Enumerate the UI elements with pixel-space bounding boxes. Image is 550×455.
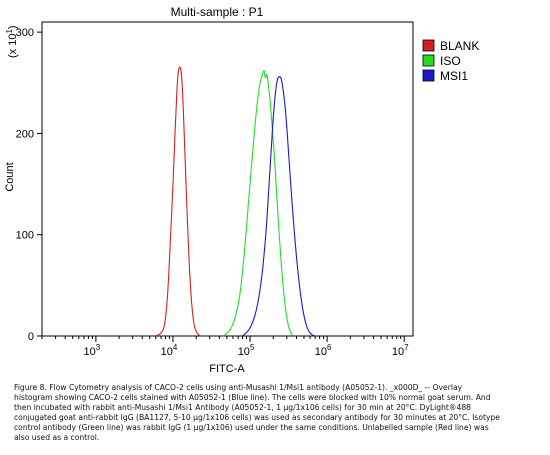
chart-title: Multi-sample : P1: [171, 5, 264, 19]
y-axis-title: Count: [4, 162, 16, 191]
legend-swatch-msi1: [422, 69, 435, 82]
series-line-iso: [222, 70, 294, 337]
x-axis-title: FITC-A: [209, 363, 245, 375]
x-tick-label: 106: [315, 343, 332, 358]
y-axis: 0 100 200 300: [16, 27, 42, 343]
caption-line: histogram showing CACO-2 cells stained w…: [14, 393, 491, 402]
flow-cytometry-chart: Multi-sample : P1 (x 101) Count FITC-A 0…: [4, 5, 479, 375]
plot-frame: [41, 21, 414, 337]
series-line-blank: [155, 66, 202, 337]
y-tick-label: 100: [16, 230, 34, 242]
caption-line: conjugated goat anti-rabbit IgG (BA1127,…: [14, 413, 500, 422]
x-axis: 103 104 105 106 107: [41, 336, 409, 358]
series-layer: [155, 66, 316, 337]
y-tick-label: 0: [28, 331, 34, 343]
caption-line: Figure 8. Flow Cytometry analysis of CAC…: [14, 383, 463, 392]
legend-swatch-iso: [422, 54, 435, 67]
caption-line: then incubated with rabbit anti-Musashi …: [14, 403, 471, 412]
legend-label-blank: BLANK: [440, 39, 479, 53]
x-tick-label: 105: [238, 343, 255, 358]
caption-line: control antibody (Green line) was rabbit…: [14, 423, 489, 432]
x-tick-label: 104: [161, 343, 178, 358]
figure-caption: Figure 8. Flow Cytometry analysis of CAC…: [14, 383, 534, 443]
legend-label-iso: ISO: [440, 54, 461, 68]
legend-label-msi1: MSI1: [440, 69, 468, 83]
series-line-msi1: [242, 76, 316, 337]
x-tick-label: 103: [84, 343, 101, 358]
legend-swatch-blank: [422, 39, 435, 52]
y-tick-label: 300: [16, 27, 34, 39]
x-tick-label: 107: [392, 343, 409, 358]
y-multiplier-label: (x 101): [5, 25, 19, 58]
y-tick-label: 200: [16, 128, 34, 140]
caption-line: also used as a control.: [14, 433, 100, 442]
